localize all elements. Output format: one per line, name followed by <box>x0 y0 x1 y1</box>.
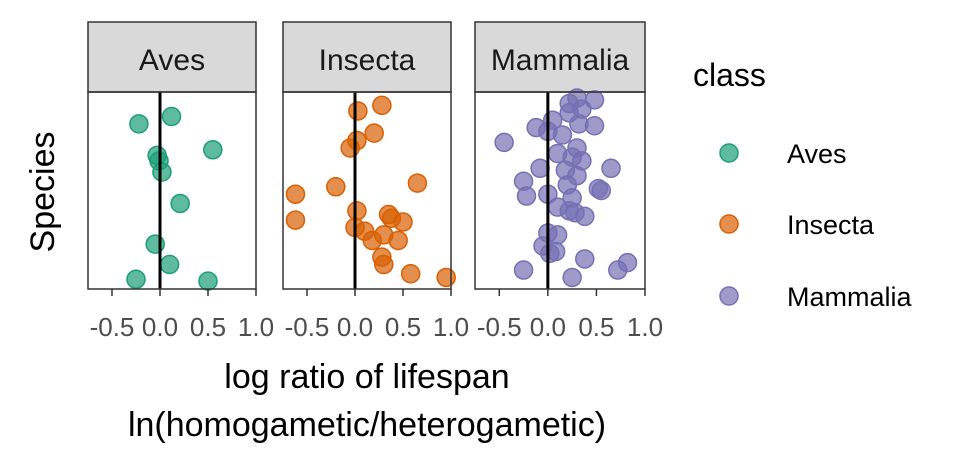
data-point <box>203 140 223 160</box>
data-point <box>362 230 383 251</box>
data-point <box>347 201 367 221</box>
data-point <box>400 264 421 284</box>
data-point <box>348 101 368 121</box>
data-point <box>161 106 182 127</box>
legend-label: Mammalia <box>787 282 913 312</box>
legend-item-insecta: Insecta <box>719 210 875 240</box>
data-point <box>516 186 537 206</box>
data-point <box>407 173 428 193</box>
facet-mammalia: Mammalia -0.5 0.0 0.5 1.0 <box>474 21 663 342</box>
panel-border <box>87 91 257 290</box>
data-point <box>388 230 408 251</box>
data-point <box>436 267 456 288</box>
data-point <box>601 158 621 179</box>
data-point <box>126 269 146 290</box>
data-point <box>159 254 180 275</box>
legend-item-aves: Aves <box>719 139 847 169</box>
data-point <box>562 267 582 288</box>
legend-key <box>719 214 739 234</box>
legend: class Aves Insecta Mammalia <box>693 57 913 312</box>
x-tick-label: 0.0 <box>142 312 178 342</box>
data-point <box>170 193 190 214</box>
data-point <box>374 254 394 275</box>
data-point <box>552 125 573 145</box>
legend-key <box>719 286 739 306</box>
x-axis-title-line1: log ratio of lifespan <box>224 358 509 396</box>
legend-label: Insecta <box>787 210 875 240</box>
x-tick-label: 0.5 <box>385 312 421 342</box>
legend-item-mammalia: Mammalia <box>719 282 913 312</box>
legend-label: Aves <box>787 139 847 169</box>
facet-strip-insecta <box>282 21 452 93</box>
facet-insecta: Insecta -0.5 0.0 0.5 1.0 <box>282 21 469 342</box>
facet-strip-label-insecta: Insecta <box>319 44 416 77</box>
data-point <box>364 123 384 143</box>
data-point <box>591 180 612 201</box>
data-point <box>152 162 172 182</box>
data-point <box>575 206 595 227</box>
facet-strip-label-aves: Aves <box>139 44 205 77</box>
data-point <box>513 260 534 280</box>
data-point <box>584 116 605 136</box>
data-point <box>285 184 306 204</box>
data-point <box>129 114 149 134</box>
x-tick-label: 0.0 <box>337 312 373 342</box>
x-tick-label: -0.5 <box>90 312 135 342</box>
data-point <box>608 260 628 280</box>
data-point <box>372 95 392 116</box>
legend-title: class <box>693 57 766 93</box>
facet-strip-mammalia <box>474 21 646 93</box>
facet-strip-label-mammalia: Mammalia <box>491 44 630 77</box>
panel-border <box>282 91 452 290</box>
points-mammalia <box>494 88 638 288</box>
panel-border <box>474 91 646 290</box>
data-point <box>540 243 560 264</box>
x-tick-label: 1.0 <box>238 312 274 342</box>
points-aves <box>126 106 223 291</box>
points-insecta <box>285 95 456 288</box>
x-tick-label: 1.0 <box>627 312 663 342</box>
facet-aves: Aves -0.5 0.0 0.5 1.0 <box>87 21 274 342</box>
facet-strip-aves <box>87 21 257 93</box>
data-point <box>575 249 595 269</box>
x-tick-label: 0.5 <box>190 312 226 342</box>
legend-key <box>719 143 739 163</box>
data-point <box>494 132 514 153</box>
x-tick-label: -0.5 <box>477 312 522 342</box>
x-tick-label: -0.5 <box>285 312 330 342</box>
x-axis-title-line2: ln(homogametic/heterogametic) <box>128 406 606 444</box>
data-point <box>285 210 306 230</box>
x-tick-label: 1.0 <box>433 312 469 342</box>
data-point <box>326 177 346 197</box>
y-axis-title: Species <box>24 132 62 253</box>
x-tick-label: 0.0 <box>530 312 566 342</box>
data-point <box>198 271 218 291</box>
data-point <box>393 212 413 232</box>
x-tick-label: 0.5 <box>578 312 614 342</box>
